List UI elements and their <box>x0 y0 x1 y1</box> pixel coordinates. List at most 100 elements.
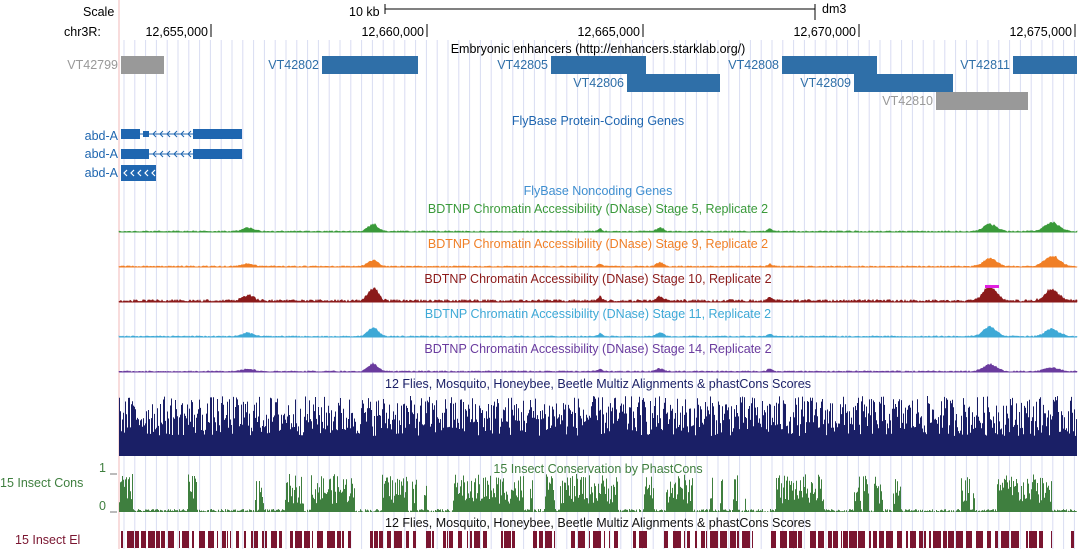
conserved-element <box>244 531 246 548</box>
dnase-track-title[interactable]: BDTNP Chromatin Accessibility (DNase) St… <box>424 272 772 286</box>
chrom-label: chr3R: <box>64 25 101 39</box>
dnase-track-title[interactable]: BDTNP Chromatin Accessibility (DNase) St… <box>424 342 772 356</box>
conserved-element <box>449 531 453 548</box>
strand-arrow <box>173 150 178 158</box>
conserved-element <box>593 531 601 548</box>
conserved-element <box>995 531 998 548</box>
phastcons-side-label[interactable]: 15 Insect Cons <box>0 476 84 490</box>
strand-arrow <box>151 169 156 177</box>
gene-label[interactable]: abd-A <box>84 129 118 143</box>
conserved-element <box>1051 531 1052 548</box>
enhancers-track-title[interactable]: Embryonic enhancers (http://enhancers.st… <box>450 42 746 56</box>
conserved-element <box>849 531 857 548</box>
conserved-element <box>227 531 228 548</box>
conserved-element <box>687 531 690 548</box>
conserved-element <box>886 531 893 548</box>
enhancer-label[interactable]: VT42806 <box>573 76 624 90</box>
ruler-tick-label: 12,675,000 <box>1009 25 1072 39</box>
conserved-element <box>379 531 383 548</box>
enhancer-feature[interactable] <box>627 74 720 92</box>
dnase-track-title[interactable]: BDTNP Chromatin Accessibility (DNase) St… <box>427 237 769 251</box>
dnase-track-title[interactable]: BDTNP Chromatin Accessibility (DNase) St… <box>427 202 769 216</box>
noncoding-track-title[interactable]: FlyBase Noncoding Genes <box>523 184 673 198</box>
conserved-element <box>279 531 282 548</box>
phastcons-scale-max: 1 <box>99 461 106 475</box>
dnase-signal <box>118 255 1078 268</box>
dnase-signal <box>118 284 1078 303</box>
strand-arrow <box>187 150 192 158</box>
enhancer-feature[interactable] <box>936 92 1028 110</box>
enhancer-label[interactable]: VT42799 <box>67 58 118 72</box>
conserved-element <box>933 531 941 548</box>
enhancer-label[interactable]: VT42809 <box>800 76 851 90</box>
protein-coding-track-title[interactable]: FlyBase Protein-Coding Genes <box>511 114 685 128</box>
strand-arrow <box>187 130 192 138</box>
enhancer-label[interactable]: VT42808 <box>728 58 779 72</box>
enhancer-feature[interactable] <box>854 74 953 92</box>
elements-track-title[interactable]: 12 Flies, Mosquito, Honeybee, Beetle Mul… <box>385 516 811 530</box>
enhancer-feature[interactable] <box>782 56 877 74</box>
conserved-element <box>182 531 189 548</box>
conserved-element <box>639 531 647 548</box>
enhancer-feature[interactable] <box>121 56 164 74</box>
elements-side-label[interactable]: 15 Insect El <box>15 533 81 547</box>
gene-label[interactable]: abd-A <box>84 166 118 180</box>
conserved-element <box>348 531 351 548</box>
conserved-element <box>148 531 155 548</box>
conserved-element <box>833 531 838 548</box>
conserved-element <box>1001 531 1009 548</box>
phastcons-track-title[interactable]: 15 Insect Conservation by PhastCons <box>493 462 703 476</box>
dnase-clipped-marker <box>985 285 999 288</box>
conserved-element <box>578 531 585 548</box>
conserved-element <box>633 531 636 548</box>
gene-label[interactable]: abd-A <box>84 147 118 161</box>
multiz-track-title[interactable]: 12 Flies, Mosquito, Honeybee, Beetle Mul… <box>385 377 811 391</box>
conserved-element <box>742 531 750 548</box>
conserved-element <box>1039 531 1043 548</box>
scale-bar-text: 10 kb <box>349 5 380 19</box>
conserved-element <box>512 531 515 548</box>
conserved-element <box>554 531 555 548</box>
strand-arrow <box>159 130 164 138</box>
conserved-element <box>467 531 468 548</box>
conserved-element <box>545 531 552 548</box>
enhancer-label[interactable]: VT42802 <box>268 58 319 72</box>
conserved-element <box>987 531 991 548</box>
conserved-element <box>447 531 448 548</box>
conserved-element <box>458 531 462 548</box>
conserved-element <box>337 531 341 548</box>
conserved-element <box>127 531 134 548</box>
conserved-element <box>879 531 884 548</box>
enhancer-feature[interactable] <box>1013 56 1077 74</box>
conserved-element <box>230 531 231 548</box>
enhancer-label[interactable]: VT42811 <box>960 58 1010 72</box>
strand-arrow <box>137 169 142 177</box>
conserved-element <box>706 531 707 548</box>
scale-label: Scale <box>83 5 115 19</box>
enhancer-label[interactable]: VT42810 <box>882 94 933 108</box>
conserved-element <box>1029 531 1037 548</box>
gene-exon <box>193 149 242 159</box>
conserved-element <box>443 531 446 548</box>
conserved-element <box>432 531 434 548</box>
enhancer-feature[interactable] <box>551 56 646 74</box>
conserved-element <box>406 531 409 548</box>
conserved-element <box>789 531 797 548</box>
conserved-element <box>168 531 174 548</box>
conserved-element <box>869 531 871 548</box>
strand-arrow <box>173 130 178 138</box>
enhancer-feature[interactable] <box>322 56 418 74</box>
conserved-element <box>413 531 416 548</box>
conserved-element <box>771 531 776 548</box>
ruler-tick-label: 12,660,000 <box>361 25 424 39</box>
conserved-element <box>370 531 373 548</box>
dnase-track-title[interactable]: BDTNP Chromatin Accessibility (DNase) St… <box>424 307 772 321</box>
conserved-element <box>589 531 590 548</box>
enhancer-label[interactable]: VT42805 <box>497 58 548 72</box>
conserved-element <box>873 531 877 548</box>
conserved-element <box>474 531 480 548</box>
conserved-element <box>1071 531 1074 548</box>
conserved-element <box>858 531 865 548</box>
